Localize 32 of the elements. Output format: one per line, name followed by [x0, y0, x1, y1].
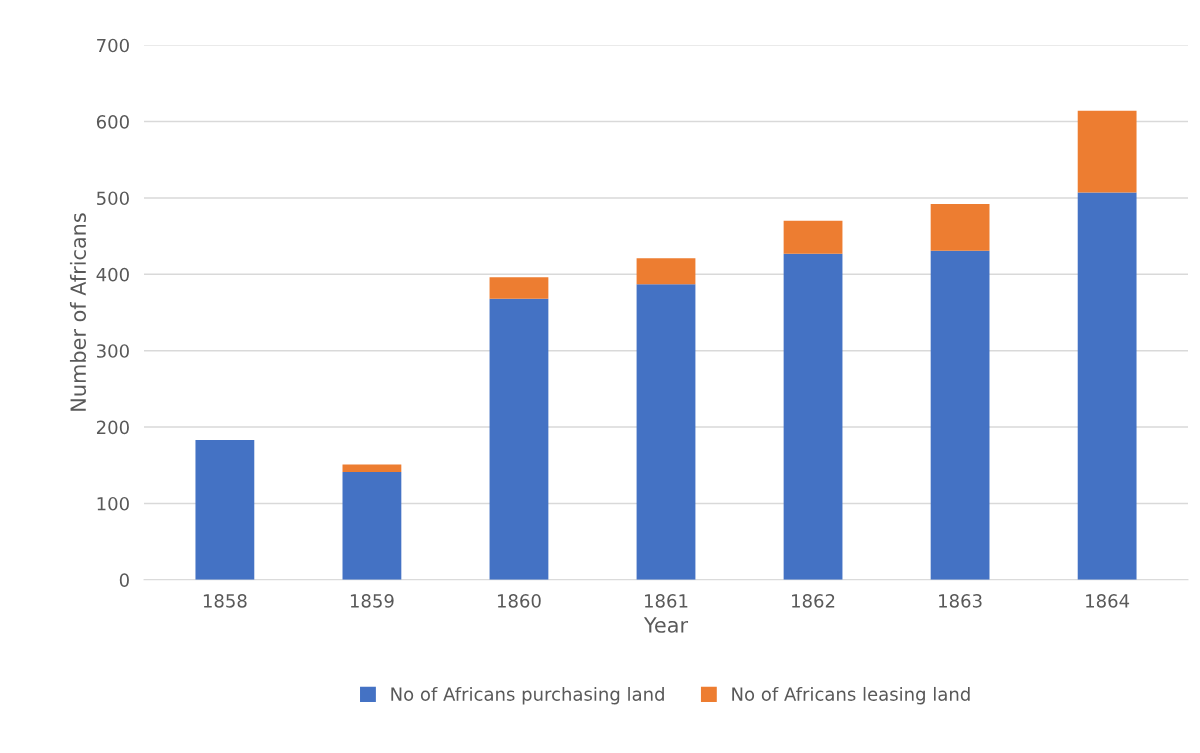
legend-label: No of Africans leasing land [732, 686, 970, 705]
bar [489, 298, 549, 580]
bar [783, 253, 843, 580]
y-tick-label: 200 [96, 420, 129, 435]
y-axis-title: Number of Africans [69, 213, 87, 411]
bar [930, 250, 990, 580]
x-tick-label: 1859 [350, 594, 394, 608]
bar [930, 204, 990, 251]
bar [195, 440, 255, 580]
bar [1077, 192, 1137, 580]
bar [783, 220, 843, 254]
bar [489, 277, 549, 299]
x-tick-label: 1864 [1086, 594, 1130, 608]
y-tick-label: 300 [97, 344, 129, 358]
bar [342, 472, 402, 580]
x-axis-title: Year [643, 617, 689, 633]
bar [342, 464, 402, 473]
x-tick-label: 1860 [497, 594, 541, 608]
bar [1077, 110, 1137, 193]
bar [636, 258, 696, 285]
x-tick-label: 1863 [939, 594, 982, 608]
legend-label: No of Africans purchasing land [391, 686, 664, 705]
bar [636, 284, 696, 580]
y-tick-label: 500 [97, 191, 129, 206]
y-tick-label: 700 [97, 38, 129, 53]
y-tick-label: 100 [97, 496, 129, 511]
x-tick-label: 1861 [645, 594, 688, 608]
y-tick-label: 0 [119, 573, 129, 587]
x-tick-label: 1858 [203, 594, 247, 608]
y-tick-label: 600 [96, 115, 129, 129]
x-tick-label: 1862 [792, 594, 835, 608]
y-tick-label: 400 [96, 267, 129, 282]
